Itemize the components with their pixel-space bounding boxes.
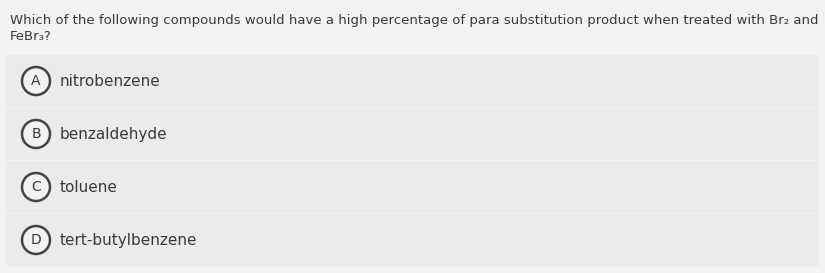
Circle shape	[22, 120, 50, 148]
Circle shape	[22, 173, 50, 201]
Text: A: A	[31, 74, 40, 88]
Circle shape	[22, 226, 50, 254]
Circle shape	[22, 67, 50, 95]
FancyBboxPatch shape	[6, 108, 819, 160]
Text: nitrobenzene: nitrobenzene	[60, 73, 161, 88]
FancyBboxPatch shape	[6, 55, 819, 107]
Text: B: B	[31, 127, 40, 141]
Text: Which of the following compounds would have a high percentage of para substituti: Which of the following compounds would h…	[10, 14, 818, 27]
Text: tert-butylbenzene: tert-butylbenzene	[60, 233, 197, 248]
FancyBboxPatch shape	[6, 214, 819, 266]
FancyBboxPatch shape	[6, 161, 819, 213]
Text: toluene: toluene	[60, 180, 118, 194]
Text: FeBr₃?: FeBr₃?	[10, 30, 52, 43]
Text: D: D	[31, 233, 41, 247]
Text: C: C	[31, 180, 41, 194]
Text: benzaldehyde: benzaldehyde	[60, 126, 167, 141]
